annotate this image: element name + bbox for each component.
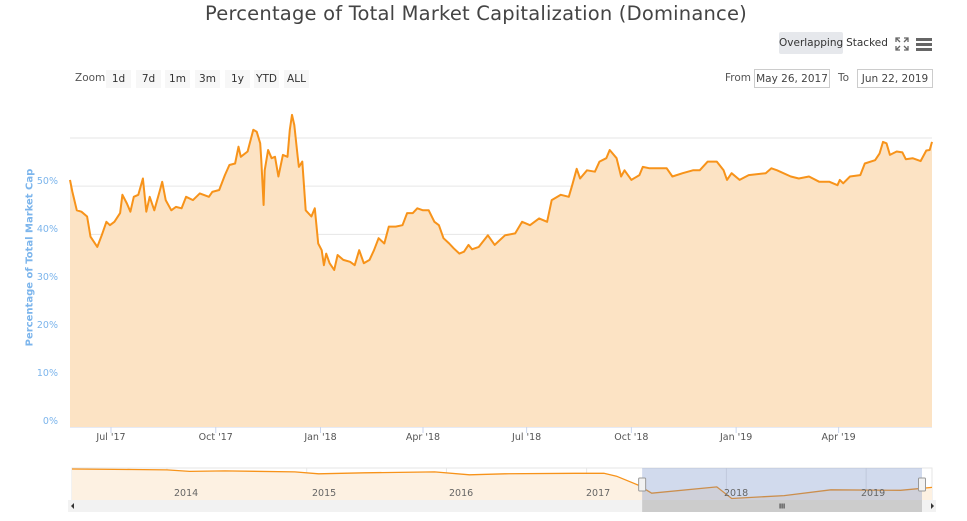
x-tick-label: Jan '18 bbox=[304, 432, 337, 443]
navigator-year-label: 2016 bbox=[449, 488, 474, 499]
scroll-right-arrow-icon[interactable] bbox=[931, 503, 934, 509]
y-tick-label: 20% bbox=[36, 320, 58, 331]
x-tick-label: Jul '18 bbox=[512, 432, 542, 443]
navigator-handle[interactable] bbox=[638, 477, 647, 492]
navigator-year-label: 2018 bbox=[724, 488, 749, 499]
y-tick-label: 40% bbox=[36, 224, 58, 235]
x-tick-label: Jan '19 bbox=[719, 432, 753, 443]
y-tick-label: 30% bbox=[36, 272, 58, 283]
to-date-input[interactable]: Jun 22, 2019 bbox=[857, 69, 933, 88]
zoom-1y-button[interactable]: 1y bbox=[225, 70, 250, 88]
x-tick-label: Apr '19 bbox=[821, 432, 856, 443]
navigator-selection bbox=[642, 468, 922, 500]
from-date-input[interactable]: May 26, 2017 bbox=[754, 69, 830, 88]
to-label: To bbox=[838, 72, 850, 84]
y-tick-label: 50% bbox=[36, 176, 58, 187]
overlapping-button[interactable]: Overlapping bbox=[779, 32, 843, 54]
navigator-year-label: 2014 bbox=[174, 488, 199, 499]
area-fill bbox=[70, 114, 932, 428]
from-label: From bbox=[725, 72, 752, 84]
stacked-button[interactable]: Stacked bbox=[846, 37, 888, 49]
navigator-year-label: 2015 bbox=[312, 488, 337, 499]
x-tick-label: Apr '18 bbox=[405, 432, 441, 443]
navigator-year-label: 2017 bbox=[586, 488, 611, 499]
navigator-year-label: 2019 bbox=[861, 488, 886, 499]
zoom-7d-button[interactable]: 7d bbox=[136, 70, 161, 88]
navigator-line bbox=[71, 468, 933, 500]
dominance-line bbox=[69, 113, 933, 271]
navigator-handle[interactable] bbox=[918, 477, 926, 492]
x-tick-label: Oct '18 bbox=[614, 432, 649, 443]
zoom-1m-button[interactable]: 1m bbox=[165, 70, 190, 88]
x-tick-label: Oct '17 bbox=[198, 432, 233, 443]
scroll-left-arrow-icon[interactable] bbox=[71, 503, 74, 509]
y-tick-label: 0% bbox=[42, 416, 58, 427]
y-tick-label: 10% bbox=[36, 368, 58, 379]
zoom-label: Zoom bbox=[75, 72, 106, 84]
zoom-3m-button[interactable]: 3m bbox=[195, 70, 220, 88]
zoom-ytd-button[interactable]: YTD bbox=[254, 70, 279, 88]
x-tick-label: Jul '17 bbox=[96, 432, 126, 443]
fullscreen-icon[interactable] bbox=[895, 36, 909, 51]
zoom-all-button[interactable]: ALL bbox=[284, 70, 309, 88]
chart-title: Percentage of Total Market Capitalizatio… bbox=[205, 2, 747, 25]
navigator-area bbox=[72, 469, 932, 500]
hamburger-menu-icon[interactable] bbox=[916, 36, 932, 51]
zoom-1d-button[interactable]: 1d bbox=[106, 70, 131, 88]
